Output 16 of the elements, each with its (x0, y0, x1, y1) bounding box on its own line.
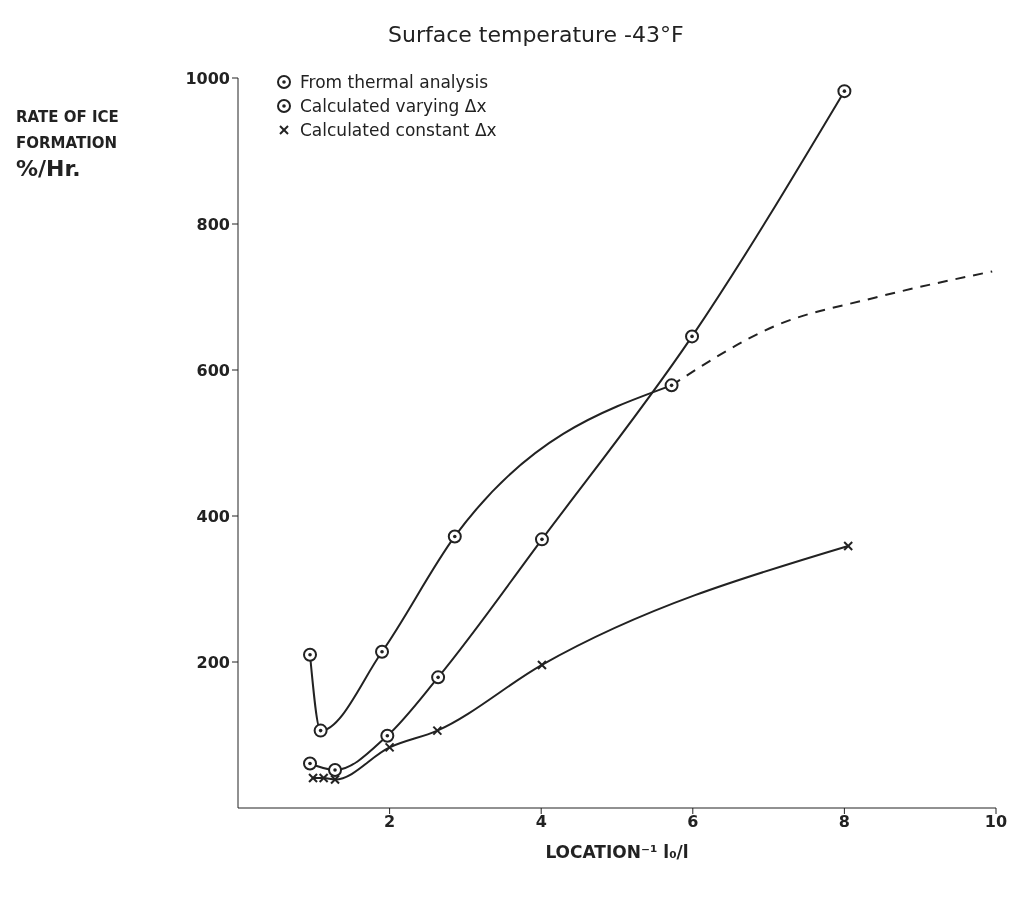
legend-label: Calculated constant Δx (300, 120, 497, 140)
x-tick-label: 2 (384, 812, 396, 832)
y-tick-label: 800 (196, 214, 230, 234)
x-tick-label: 4 (535, 812, 547, 832)
x-tick-label: 6 (687, 812, 699, 832)
y-tick-label: 1000 (185, 68, 230, 88)
x-axis-title: LOCATION⁻¹ l₀/l (545, 842, 689, 862)
y-axis-title: RATE OF ICE FORMATION %/Hr. (16, 107, 119, 182)
legend-label: Calculated varying Δx (300, 96, 487, 116)
y-tick-label: 200 (196, 652, 230, 672)
x-tick-label: 8 (838, 812, 850, 832)
y-tick-label: 600 (196, 360, 230, 380)
legend-label: From thermal analysis (300, 72, 489, 92)
x-tick-label: 10 (984, 812, 1008, 832)
chart-title: Surface temperature -43°F (388, 22, 684, 47)
y-tick-label: 400 (196, 506, 230, 526)
